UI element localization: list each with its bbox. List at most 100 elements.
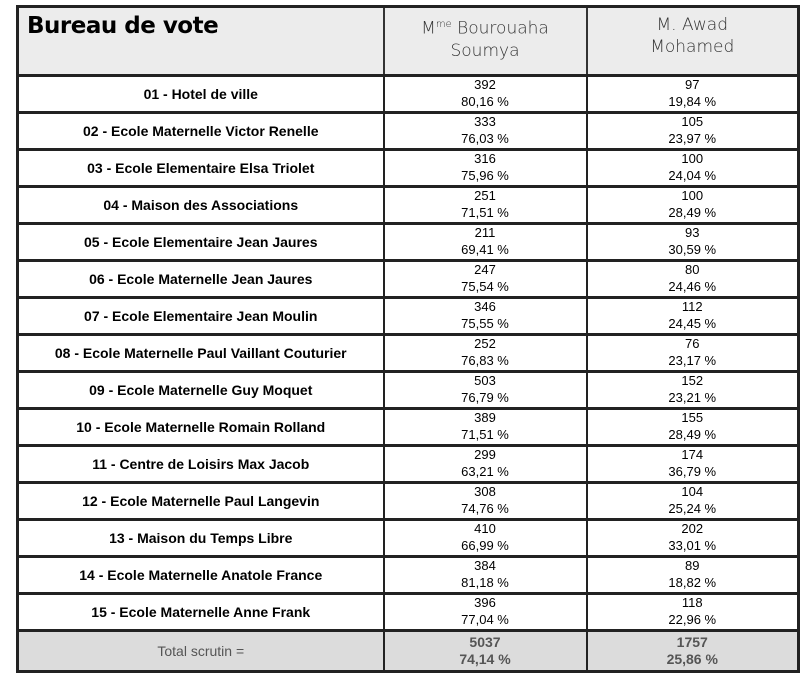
- table-row: 11 - Centre de Loisirs Max Jacob 299 63,2…: [16, 444, 800, 484]
- table-row: 13 - Maison du Temps Libre 410 66,99 % 20…: [16, 518, 800, 558]
- vote-percent: 25,24 %: [668, 501, 717, 516]
- vote-percent: 66,99 %: [461, 538, 509, 553]
- vote-percent: 77,04 %: [461, 612, 509, 627]
- vote-count: 346: [474, 299, 496, 314]
- vote-count: 202: [681, 521, 704, 536]
- vote-count: 89: [685, 558, 700, 573]
- total-label: Total scrutin =: [16, 629, 385, 673]
- vote-percent: 23,21 %: [668, 390, 717, 405]
- bureau-name: 14 - Ecole Maternelle Anatole France: [16, 555, 385, 595]
- total-count: 1757: [676, 634, 708, 650]
- vote-percent: 33,01 %: [668, 538, 717, 553]
- vote-count: 100: [681, 188, 704, 203]
- candidate-1-result: 392 80,16 %: [382, 74, 588, 114]
- candidate-2-result: 112 24,45 %: [585, 296, 800, 336]
- table-row: 01 - Hotel de ville 392 80,16 % 97 19,84 %: [16, 74, 800, 114]
- vote-count: 251: [474, 188, 496, 203]
- vote-percent: 75,54 %: [461, 279, 509, 294]
- vote-count: 155: [681, 410, 704, 425]
- bureau-name: 02 - Ecole Maternelle Victor Renelle: [16, 111, 385, 151]
- vote-percent: 71,51 %: [461, 205, 509, 220]
- table-row: 10 - Ecole Maternelle Romain Rolland 389…: [16, 407, 800, 447]
- candidate-1-result: 346 75,55 %: [382, 296, 588, 336]
- bureau-name: 11 - Centre de Loisirs Max Jacob: [16, 444, 385, 484]
- bureau-name: 01 - Hotel de ville: [16, 74, 385, 114]
- candidate-1-result: 211 69,41 %: [382, 222, 588, 262]
- vote-count: 80: [685, 262, 700, 277]
- vote-percent: 23,17 %: [668, 353, 717, 368]
- bureau-name: 13 - Maison du Temps Libre: [16, 518, 385, 558]
- bureau-name: 08 - Ecole Maternelle Paul Vaillant Cout…: [16, 333, 385, 373]
- total-percent: 25,86 %: [666, 651, 718, 667]
- total-candidate-2: 1757 25,86 %: [585, 629, 800, 673]
- candidate-1-result: 503 76,79 %: [382, 370, 588, 410]
- table-row: 15 - Ecole Maternelle Anne Frank 396 77,0…: [16, 592, 800, 632]
- vote-count: 105: [681, 114, 704, 129]
- vote-percent: 76,79 %: [461, 390, 509, 405]
- table-row: 12 - Ecole Maternelle Paul Langevin 308 7…: [16, 481, 800, 521]
- vote-percent: 23,97 %: [668, 131, 717, 146]
- column-header-candidate-1: Mme Bourouaha Soumya: [383, 6, 588, 76]
- vote-count: 308: [474, 484, 496, 499]
- candidate-2-result: 97 19,84 %: [585, 74, 800, 114]
- vote-percent: 28,49 %: [668, 205, 717, 220]
- candidate-1-result: 389 71,51 %: [382, 407, 588, 447]
- vote-percent: 19,84 %: [668, 94, 717, 109]
- vote-percent: 81,18 %: [461, 575, 509, 590]
- header-row: Bureau de vote Mme Bourouaha Soumya M. Aw…: [17, 6, 799, 76]
- vote-count: 93: [685, 225, 700, 240]
- vote-count: 299: [474, 447, 496, 462]
- vote-percent: 75,96 %: [461, 168, 509, 183]
- vote-count: 252: [474, 336, 496, 351]
- table-row: 08 - Ecole Maternelle Paul Vaillant Cout…: [16, 333, 800, 373]
- vote-count: 396: [474, 595, 496, 610]
- bureau-name: 09 - Ecole Maternelle Guy Moquet: [16, 370, 385, 410]
- vote-percent: 75,55 %: [461, 316, 509, 331]
- table-row: 06 - Ecole Maternelle Jean Jaures 247 75,…: [16, 259, 800, 299]
- vote-count: 247: [474, 262, 496, 277]
- candidate-2-result: 80 24,46 %: [585, 259, 800, 299]
- candidate-1-result: 396 77,04 %: [382, 592, 588, 632]
- candidate-1-result: 316 75,96 %: [382, 148, 588, 188]
- table-row: 02 - Ecole Maternelle Victor Renelle 333…: [16, 111, 800, 151]
- candidate-2-result: 202 33,01 %: [585, 518, 800, 558]
- vote-count: 211: [474, 225, 496, 240]
- vote-count: 410: [474, 521, 496, 536]
- total-percent: 74,14 %: [459, 651, 511, 667]
- results-table: Bureau de vote Mme Bourouaha Soumya M. Aw…: [16, 5, 800, 673]
- bureau-name: 03 - Ecole Elementaire Elsa Triolet: [16, 148, 385, 188]
- bureau-name: 07 - Ecole Elementaire Jean Moulin: [16, 296, 385, 336]
- vote-percent: 63,21 %: [461, 464, 509, 479]
- candidate-2-result: 104 25,24 %: [585, 481, 800, 521]
- vote-count: 389: [474, 410, 496, 425]
- candidate-1-result: 299 63,21 %: [382, 444, 588, 484]
- vote-percent: 69,41 %: [461, 242, 509, 257]
- bureau-name: 15 - Ecole Maternelle Anne Frank: [16, 592, 385, 632]
- vote-percent: 18,82 %: [668, 575, 717, 590]
- candidate-2-result: 174 36,79 %: [585, 444, 800, 484]
- vote-percent: 74,76 %: [461, 501, 509, 516]
- column-header-candidate-2: M. Awad Mohamed: [586, 6, 799, 76]
- vote-percent: 24,45 %: [668, 316, 717, 331]
- vote-percent: 80,16 %: [461, 94, 509, 109]
- bureau-name: 04 - Maison des Associations: [16, 185, 385, 225]
- vote-count: 316: [474, 151, 496, 166]
- vote-count: 152: [681, 373, 704, 388]
- vote-percent: 71,51 %: [461, 427, 509, 442]
- table-row: 14 - Ecole Maternelle Anatole France 384…: [16, 555, 800, 595]
- total-row: Total scrutin = 5037 74,14 % 1757 25,86 %: [16, 629, 800, 673]
- candidate-2-result: 100 28,49 %: [585, 185, 800, 225]
- vote-percent: 24,04 %: [668, 168, 717, 183]
- candidate-1-result: 333 76,03 %: [382, 111, 588, 151]
- vote-count: 76: [685, 336, 700, 351]
- vote-count: 392: [474, 77, 496, 92]
- candidate-2-result: 155 28,49 %: [585, 407, 800, 447]
- candidate-2-result: 76 23,17 %: [585, 333, 800, 373]
- table-row: 04 - Maison des Associations 251 71,51 % …: [16, 185, 800, 225]
- bureau-name: 12 - Ecole Maternelle Paul Langevin: [16, 481, 385, 521]
- candidate-1-result: 384 81,18 %: [382, 555, 588, 595]
- candidate-2-result: 93 30,59 %: [585, 222, 800, 262]
- vote-count: 384: [474, 558, 496, 573]
- candidate-1-result: 251 71,51 %: [382, 185, 588, 225]
- vote-count: 100: [681, 151, 704, 166]
